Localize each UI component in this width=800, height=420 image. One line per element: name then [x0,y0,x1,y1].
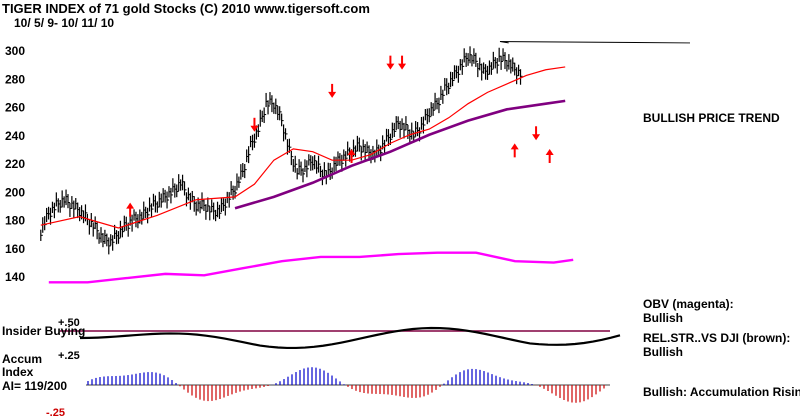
down-arrow-head [328,91,337,98]
accum-label-1: Accum [2,352,43,366]
ma-long-line [234,99,566,210]
y-tick-1: 280 [5,72,25,86]
insider-level-plus25: +.25 [58,350,80,362]
price-bars [40,46,523,255]
resistance-line [499,41,691,44]
relstr-line [79,326,621,350]
y-tick-8: 140 [5,270,25,284]
insider-level-plus50: +.50 [58,317,80,329]
down-arrow-head [386,63,395,70]
obv-line [48,251,574,284]
y-tick-3: 240 [5,129,25,143]
chart-date-range: 10/ 5/ 9- 10/ 11/ 10 [14,16,115,30]
up-arrow-head [347,149,356,155]
accumulation-panel [86,367,610,403]
y-tick-4: 220 [5,157,25,171]
down-arrow-head [250,125,259,132]
y-tick-6: 180 [5,214,25,228]
y-tick-2: 260 [5,101,25,115]
short-moving-average [40,66,566,229]
up-arrow-head [510,143,519,150]
y-tick-0: 300 [5,44,25,58]
obv-status: Bullish [643,311,684,325]
up-arrow-head [545,149,554,155]
ai-value: AI= 119/200 [2,379,68,393]
ma-short-line [40,66,566,229]
y-tick-labels: 300 280 260 240 220 200 180 160 140 [5,44,25,284]
bullish-price-trend-label: BULLISH PRICE TREND [643,111,780,125]
long-moving-average [234,99,566,210]
down-arrow-head [398,63,407,70]
relstr-status: Bullish [643,345,684,359]
y-tick-7: 160 [5,242,25,256]
insider-level-minus25: -.25 [46,407,65,419]
up-arrow-head [126,202,135,209]
obv-legend: OBV (magenta): [643,297,734,311]
accum-label-2: Index [2,365,34,379]
chart-title: TIGER INDEX of 71 gold Stocks (C) 2010 w… [2,1,370,16]
insider-panel [60,326,621,350]
signal-arrows [126,55,554,217]
obv-magenta-line [48,251,574,284]
insider-buying-label: Insider Buying [2,324,86,338]
accum-status: Bullish: Accumulation Rising [643,385,800,399]
down-arrow-head [532,134,541,141]
y-tick-5: 200 [5,185,25,199]
top-resistance-line [499,41,691,44]
relstr-legend: REL.STR..VS DJI (brown): [643,331,791,345]
